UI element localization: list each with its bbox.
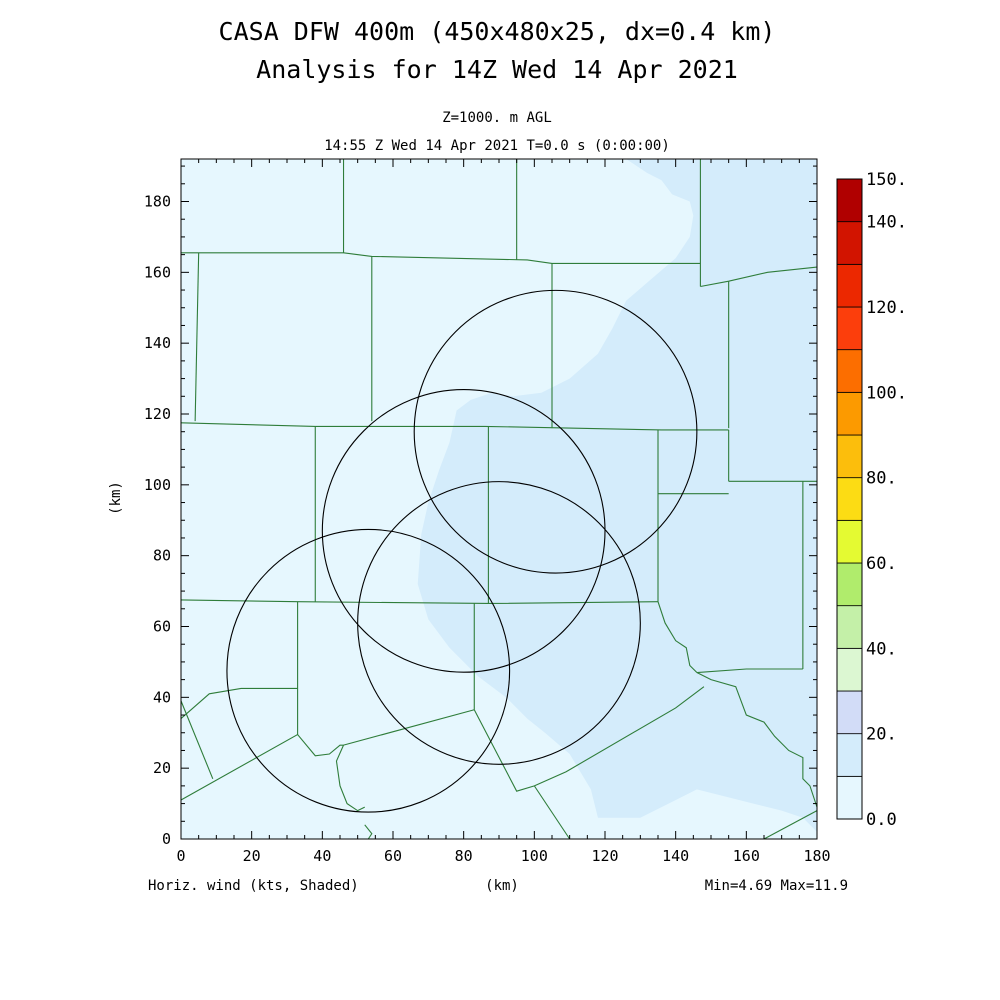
county-line-28: [335, 744, 365, 812]
x-axis-label: (km): [485, 878, 519, 894]
county-line-22: [696, 672, 818, 808]
y-tick-label-140: 140: [144, 334, 171, 352]
y-tick-label-0: 0: [162, 830, 171, 848]
x-tick-label-0: 0: [176, 847, 185, 865]
county-line-23: [180, 687, 298, 719]
x-tick-label-140: 140: [662, 847, 689, 865]
colorbar-bin-30-40: [836, 647, 863, 692]
y-tick-label-100: 100: [144, 476, 171, 494]
x-tick-label-100: 100: [521, 847, 548, 865]
colorbar-bin-50-60: [836, 562, 863, 607]
radar-ring-2: [321, 388, 606, 673]
county-line-27: [180, 700, 214, 779]
county-line-4: [700, 266, 818, 288]
colorbar-bin-140-150: [836, 178, 863, 223]
colorbar-label-0: 0.0: [866, 810, 897, 830]
county-line-31: [763, 810, 818, 840]
field-shading: [417, 159, 817, 832]
radar-ring-1: [226, 528, 511, 813]
x-tick-label-40: 40: [313, 847, 331, 865]
county-line-9: [180, 422, 729, 431]
level-label: Z=1000. m AGL: [442, 110, 552, 126]
colorbar-label-80: 80.: [866, 469, 897, 489]
colorbar-bin-80-90: [836, 434, 863, 479]
y-tick-label-20: 20: [153, 759, 171, 777]
radar-ring-4: [413, 289, 698, 574]
colorbar-label-60: 60.: [866, 554, 897, 574]
colorbar-label-120: 120.: [866, 298, 907, 318]
county-line-20: [657, 601, 698, 673]
field-description: Horiz. wind (kts, Shaded): [148, 878, 359, 894]
colorbar-bin-90-100: [836, 391, 863, 436]
county-line-24: [180, 733, 344, 801]
title-line-1: CASA DFW 400m (450x480x25, dx=0.4 km): [219, 17, 776, 46]
colorbar-label-150: 150.: [866, 170, 907, 190]
y-tick-label-120: 120: [144, 405, 171, 423]
colorbar-label-20: 20.: [866, 725, 897, 745]
colorbar-bin-20-30: [836, 690, 863, 735]
colorbar-labels: 0.0 20. 40. 60. 80. 100. 120. 140. 150.: [866, 170, 907, 830]
x-tick-label-120: 120: [591, 847, 618, 865]
county-line-21: [696, 668, 803, 674]
x-tick-label-180: 180: [803, 847, 830, 865]
x-tick-label-60: 60: [384, 847, 402, 865]
county-line-25: [343, 709, 475, 746]
colorbar-frame: [836, 178, 863, 820]
radar-ring-3: [357, 481, 641, 765]
colorbar-bin-130-140: [836, 221, 863, 265]
title-line-2: Analysis for 14Z Wed 14 Apr 2021: [256, 55, 738, 84]
colorbar-label-140: 140.: [866, 213, 907, 233]
time-label: 14:55 Z Wed 14 Apr 2021 T=0.0 s (0:00:00…: [324, 138, 670, 154]
y-axis-ticks: 0 20 40 60 80 100 120 140 160 180: [144, 165, 817, 848]
county-line-17: [180, 599, 659, 605]
y-tick-label-180: 180: [144, 193, 171, 211]
colorbar-label-100: 100.: [866, 383, 907, 403]
x-tick-label-20: 20: [243, 847, 261, 865]
x-tick-label-160: 160: [733, 847, 760, 865]
county-line-7: [194, 252, 200, 422]
colorbar: 0.0 20. 40. 60. 80. 100. 120. 140. 150.: [836, 170, 907, 830]
min-max-readout: Min=4.69 Max=11.9: [705, 878, 848, 894]
county-line-30: [364, 824, 373, 840]
colorbar-bin-10-20: [836, 733, 863, 777]
x-axis-ticks: 0 20 40 60 80 100 120 140 160 180: [176, 159, 831, 865]
field-region-higher-wind-band: [417, 159, 817, 832]
colorbar-bin-40-50: [836, 605, 863, 649]
colorbar-bin-120-130: [836, 263, 863, 308]
x-tick-label-80: 80: [455, 847, 473, 865]
colorbar-bins: [836, 178, 863, 820]
y-tick-label-80: 80: [153, 547, 171, 565]
colorbar-bin-0-10: [836, 775, 863, 820]
y-tick-label-160: 160: [144, 263, 171, 281]
radar-range-rings: [226, 289, 698, 813]
county-line-26: [473, 686, 705, 792]
y-tick-label-40: 40: [153, 688, 171, 706]
y-axis-label: (km): [108, 481, 124, 515]
colorbar-bin-110-120: [836, 306, 863, 351]
y-tick-label-60: 60: [153, 618, 171, 636]
colorbar-label-40: 40.: [866, 639, 897, 659]
colorbar-bin-100-110: [836, 349, 863, 393]
colorbar-bin-70-80: [836, 477, 863, 521]
colorbar-bin-60-70: [836, 519, 863, 564]
map-plot-area: [180, 158, 818, 840]
county-line-29: [533, 785, 571, 840]
